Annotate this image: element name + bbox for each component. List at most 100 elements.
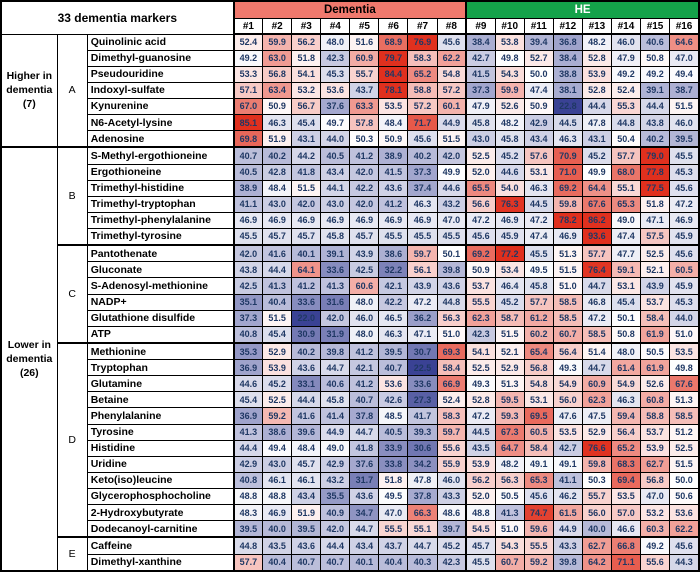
- heatmap-cell: 45.7: [291, 227, 322, 246]
- heatmap-cell: 47.4: [610, 227, 642, 246]
- heatmap-cell: 38.7: [669, 81, 700, 99]
- heatmap-cell: 55.7: [349, 65, 380, 83]
- heatmap-cell: 53.3: [232, 65, 264, 83]
- heatmap-cell: 45.4: [610, 293, 642, 311]
- heatmap-cell: 49.7: [320, 113, 351, 132]
- table-title: 33 dementia markers: [0, 0, 235, 35]
- heatmap-cell: 46.6: [610, 520, 642, 538]
- heatmap-cell: 46.0: [610, 33, 642, 51]
- heatmap-cell: 55.6: [436, 439, 468, 457]
- heatmap-cell: 56.2: [291, 33, 322, 51]
- heatmap-cell: 55.5: [523, 536, 554, 555]
- heatmap-cell: 40.5: [232, 163, 264, 181]
- heatmap-cell: 59.8: [552, 195, 583, 213]
- heatmap-cell: 46.0: [669, 113, 700, 132]
- table-row: D Methionine 35.3 52.9 40.2 39.8 41.2 39.5 30.7 6…: [1, 341, 700, 538]
- table-row: Keto(iso)leucine 40.8 46.1 46.1 43.2 31.7 51.8…: [1, 471, 700, 489]
- heatmap-cell: 84.4: [378, 65, 409, 83]
- heatmap-cell: 45.7: [349, 227, 380, 246]
- heatmap-cell: 56.3: [494, 471, 525, 489]
- heatmap-cell: 38.9: [232, 179, 264, 197]
- table-row: Trimethyl-tyrosine 45.5 45.7 45.7 45.8 45.7 45…: [1, 227, 700, 246]
- heatmap-cell: 39.4: [523, 33, 554, 51]
- heatmap-cell: 46.9: [552, 227, 583, 246]
- heatmap-cell: 56.4: [552, 341, 583, 361]
- heatmap-cell: 56.8: [523, 359, 554, 377]
- heatmap-cell: 61.5: [552, 503, 583, 522]
- heatmap-cell: 60.5: [523, 423, 554, 441]
- heatmap-cell: 64.7: [494, 439, 525, 457]
- heatmap-cell: 63.4: [262, 81, 293, 99]
- heatmap-cell: 53.5: [378, 97, 409, 115]
- heatmap-cell: 47.8: [407, 471, 438, 489]
- heatmap-cell: 38.9: [378, 146, 409, 165]
- table-row: Glycerophosphocholine 48.8 48.8 43.4 35.5 43.…: [1, 487, 700, 505]
- heatmap-cell: 45.4: [232, 391, 264, 409]
- heatmap-cell: 49.3: [465, 375, 496, 393]
- heatmap-cell: 51.5: [669, 455, 700, 473]
- heatmap-cell: 40.6: [320, 375, 351, 393]
- heatmap-cell: 51.0: [669, 325, 700, 344]
- heatmap-cell: 41.2: [378, 195, 409, 213]
- heatmap-cell: 68.3: [610, 455, 642, 473]
- heatmap-cell: 44.0: [669, 309, 700, 327]
- heatmap-cell: 40.0: [262, 520, 293, 538]
- marker-name: Dimethyl-guanosine: [86, 49, 235, 67]
- heatmap-cell: 64.1: [291, 261, 322, 279]
- heatmap-cell: 40.2: [407, 146, 438, 165]
- heatmap-cell: 22.5: [407, 359, 438, 377]
- heatmap-cell: 47.2: [407, 293, 438, 311]
- heatmap-cell: 53.6: [669, 503, 700, 522]
- column-header-12: #12: [552, 18, 583, 35]
- heatmap-cell: 47.4: [523, 81, 554, 99]
- heatmap-cell: 45.6: [465, 227, 496, 246]
- heatmap-cell: 22.8: [552, 97, 583, 115]
- heatmap-cell: 34.2: [407, 455, 438, 473]
- marker-name: Trimethyl-tryptophan: [86, 195, 235, 213]
- heatmap-cell: 69.4: [610, 471, 642, 489]
- heatmap-cell: 51.9: [291, 503, 322, 522]
- heatmap-cell: 43.1: [291, 130, 322, 148]
- heatmap-cell: 44.7: [581, 359, 612, 377]
- heatmap-cell: 52.1: [639, 261, 671, 279]
- heatmap-cell: 40.4: [378, 553, 409, 572]
- heatmap-cell: 49.0: [610, 211, 642, 229]
- heatmap-cell: 43.4: [523, 130, 554, 148]
- heatmap-cell: 42.0: [349, 195, 380, 213]
- heatmap-cell: 45.4: [262, 325, 293, 344]
- heatmap-cell: 68.9: [378, 33, 409, 51]
- heatmap-cell: 60.9: [581, 375, 612, 393]
- heatmap-cell: 38.1: [552, 81, 583, 99]
- heatmap-cell: 42.0: [320, 309, 351, 327]
- heatmap-cell: 60.7: [494, 553, 525, 572]
- heatmap-cell: 58.5: [581, 325, 612, 344]
- heatmap-cell: 76.9: [407, 33, 438, 51]
- heatmap-cell: 61.9: [639, 325, 671, 344]
- heatmap-cell: 42.9: [523, 113, 554, 132]
- heatmap-cell: 45.2: [494, 146, 525, 165]
- heatmap-cell: 54.1: [465, 341, 496, 361]
- heatmap-cell: 56.6: [465, 195, 496, 213]
- heatmap-cell: 51.5: [291, 179, 322, 197]
- heatmap-cell: 44.9: [436, 113, 468, 132]
- heatmap-cell: 50.5: [639, 341, 671, 361]
- heatmap-cell: 48.4: [291, 439, 322, 457]
- heatmap-cell: 55.6: [639, 553, 671, 572]
- heatmap-cell: 54.1: [291, 65, 322, 83]
- heatmap-cell: 67.6: [581, 195, 612, 213]
- heatmap-cell: 44.4: [291, 391, 322, 409]
- heatmap-cell: 49.9: [581, 163, 612, 181]
- heatmap-cell: 38.4: [552, 49, 583, 67]
- column-header-1: #1: [232, 18, 264, 35]
- marker-name: Glycerophosphocholine: [86, 487, 235, 505]
- heatmap-cell: 41.6: [291, 407, 322, 425]
- column-header-3: #3: [291, 18, 322, 35]
- heatmap-cell: 57.2: [407, 97, 438, 115]
- heatmap-cell: 58.4: [436, 359, 468, 377]
- heatmap-cell: 37.8: [349, 407, 380, 425]
- heatmap-cell: 38.4: [465, 33, 496, 51]
- heatmap-cell: 56.0: [552, 391, 583, 409]
- heatmap-cell: 53.7: [639, 293, 671, 311]
- heatmap-cell: 44.6: [436, 179, 468, 197]
- heatmap-cell: 39.1: [639, 81, 671, 99]
